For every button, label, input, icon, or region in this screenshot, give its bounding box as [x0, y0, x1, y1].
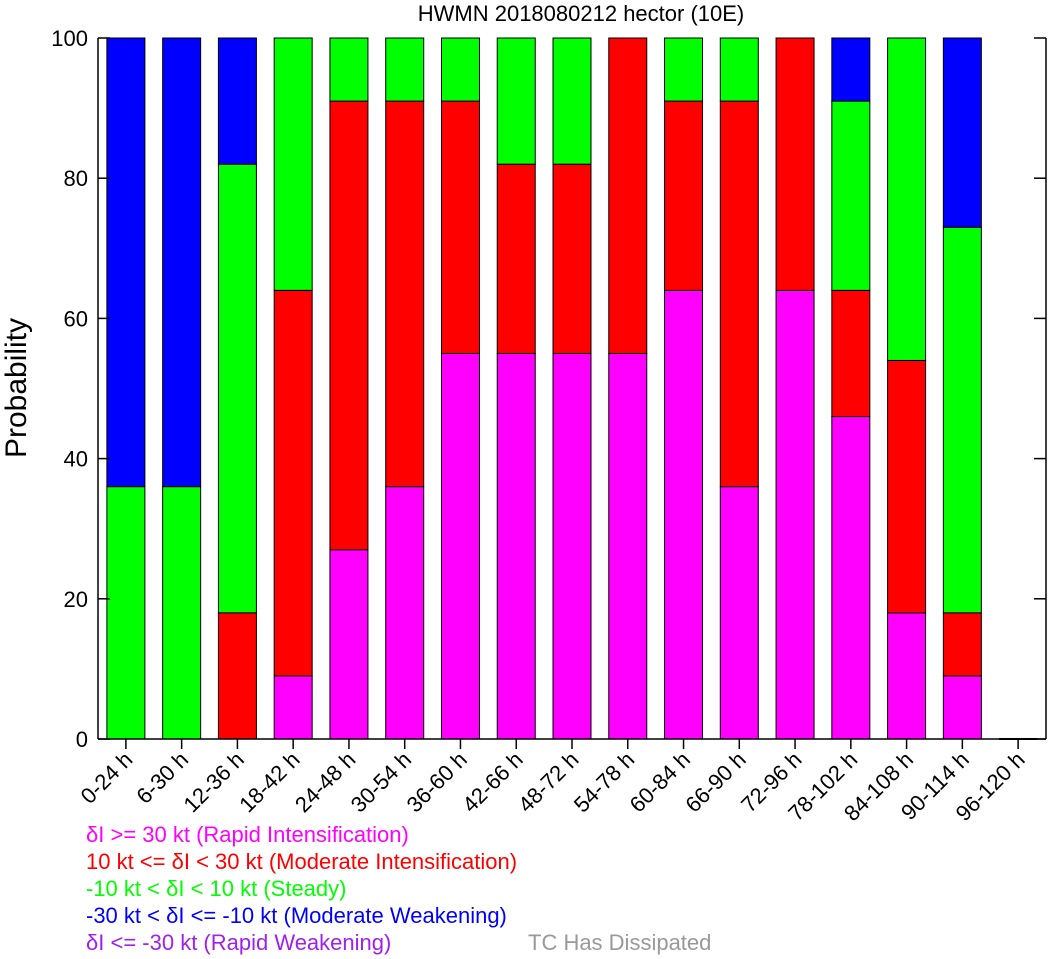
y-ticks-group: 0 20 40 60 80 100: [51, 26, 1046, 752]
bar-segment-mi-12: [775, 37, 815, 291]
bar-segment-mi-10: [664, 100, 704, 291]
bar-segment-st-13: [831, 100, 871, 291]
bar-segment-mw-0: [106, 37, 146, 488]
bar-segment-st-6: [440, 37, 480, 102]
x-tick-label-8: 48-72 h: [513, 747, 583, 817]
legend-item-1: 10 kt <= δI < 30 kt (Moderate Intensific…: [86, 849, 517, 874]
x-tick-label-4: 24-48 h: [290, 747, 360, 817]
bar-segment-mi-4: [329, 100, 369, 551]
legend-item-4: δI <= -30 kt (Rapid Weakening): [86, 930, 391, 955]
x-tick-label-5: 30-54 h: [346, 747, 416, 817]
chart-title: HWMN 2018080212 hector (10E): [418, 1, 745, 26]
bar-segment-mw-13: [831, 37, 871, 102]
legend-item-2: -10 kt < δI < 10 kt (Steady): [86, 876, 346, 901]
x-tick-label-10: 60-84 h: [625, 747, 695, 817]
bar-segment-st-15: [942, 226, 982, 614]
x-tick-label-6: 36-60 h: [402, 747, 472, 817]
bar-segment-st-3: [273, 37, 313, 291]
y-tick-label-60: 60: [64, 306, 88, 331]
bar-segment-mi-8: [552, 163, 592, 354]
bar-segment-st-14: [887, 37, 927, 361]
bar-segment-mi-9: [608, 37, 648, 354]
bar-segment-st-5: [385, 37, 425, 102]
bar-segment-st-7: [496, 37, 536, 165]
y-axis-label: Probability: [0, 318, 33, 458]
bar-segment-mi-7: [496, 163, 536, 354]
y-tick-label-0: 0: [76, 727, 88, 752]
x-tick-label-11: 66-90 h: [680, 747, 750, 817]
bar-segment-ri-3: [273, 675, 313, 740]
dissipated-note: TC Has Dissipated: [528, 930, 711, 955]
x-tick-label-2: 12-36 h: [179, 747, 249, 817]
bar-segment-mi-5: [385, 100, 425, 488]
x-tick-label-0: 0-24 h: [76, 747, 138, 809]
bar-segment-ri-10: [664, 289, 704, 740]
bar-segment-ri-9: [608, 352, 648, 740]
bar-segment-st-8: [552, 37, 592, 165]
y-tick-label-100: 100: [51, 26, 88, 51]
y-tick-label-20: 20: [64, 587, 88, 612]
bar-segment-st-10: [664, 37, 704, 102]
y-tick-label-40: 40: [64, 447, 88, 472]
bar-segment-mi-11: [719, 100, 759, 488]
bar-segment-mw-1: [162, 37, 202, 488]
bar-segment-ri-12: [775, 289, 815, 740]
x-tick-label-7: 42-66 h: [457, 747, 527, 817]
bar-segment-st-0: [106, 486, 146, 740]
legend: δI >= 30 kt (Rapid Intensification)10 kt…: [86, 822, 711, 955]
bar-segment-mi-13: [831, 289, 871, 418]
bar-segment-ri-7: [496, 352, 536, 740]
legend-item-0: δI >= 30 kt (Rapid Intensification): [86, 822, 409, 847]
bar-segment-ri-6: [440, 352, 480, 740]
bar-segment-ri-5: [385, 486, 425, 740]
bars-group: [106, 37, 1038, 740]
bar-segment-ri-4: [329, 549, 369, 740]
bar-segment-ri-8: [552, 352, 592, 740]
bar-segment-ri-14: [887, 612, 927, 740]
legend-item-3: -30 kt < δI <= -10 kt (Moderate Weakenin…: [86, 903, 507, 928]
x-tick-label-3: 18-42 h: [234, 747, 304, 817]
x-ticks-group: 0-24 h6-30 h12-36 h18-42 h24-48 h30-54 h…: [76, 739, 1030, 826]
bar-segment-ri-11: [719, 486, 759, 740]
bar-segment-mi-2: [217, 612, 257, 740]
bar-segment-mi-6: [440, 100, 480, 354]
bar-segment-st-1: [162, 486, 202, 740]
bar-segment-mi-3: [273, 289, 313, 677]
bar-segment-ri-13: [831, 416, 871, 740]
x-tick-label-9: 54-78 h: [569, 747, 639, 817]
bar-segment-st-4: [329, 37, 369, 102]
bar-segment-ri-15: [942, 675, 982, 740]
bar-segment-st-11: [719, 37, 759, 102]
bar-segment-mi-14: [887, 359, 927, 614]
y-tick-label-80: 80: [64, 166, 88, 191]
bar-segment-mi-15: [942, 612, 982, 677]
bar-segment-mw-15: [942, 37, 982, 228]
bar-segment-st-2: [217, 163, 257, 614]
bar-segment-mw-2: [217, 37, 257, 165]
